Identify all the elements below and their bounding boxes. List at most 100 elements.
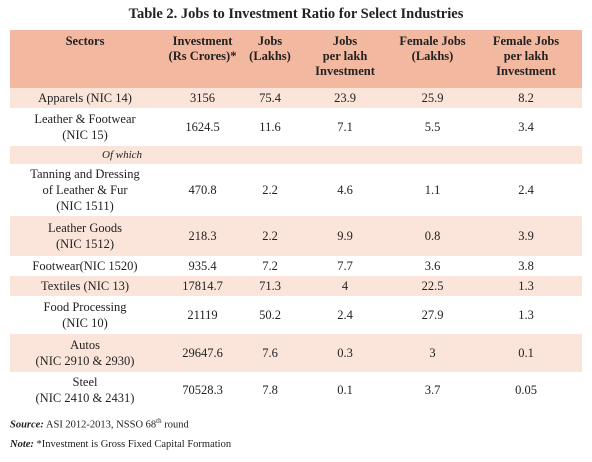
sector-cell: Leather Goods (NIC 1512) [10, 216, 160, 256]
value-cell: 0.3 [295, 334, 395, 372]
table-row: Steel (NIC 2410 & 2431) 70528.3 7.8 0.1 3.7 0.… [10, 372, 582, 408]
value-cell: 0.1 [470, 334, 582, 372]
note-label: Source: [10, 419, 44, 431]
value-cell: 71.3 [245, 276, 295, 296]
value-cell: 22.5 [395, 276, 470, 296]
text-line: Jobs [332, 34, 358, 48]
text-line: Investment [496, 64, 556, 78]
text-line: Investment [172, 34, 233, 48]
note-text: ASI 2012-2013, NSSO 68 [45, 419, 157, 431]
sector-cell: Autos (NIC 2910 & 2930) [10, 334, 160, 372]
table-row: Autos (NIC 2910 & 2930) 29647.6 7.6 0.3 3 0.1 [10, 334, 582, 372]
table-row: Textiles (NIC 13) 17814.7 71.3 4 22.5 1.3 [10, 276, 582, 296]
text-line: (Rs Crores)* [168, 49, 237, 63]
note-sup: th [156, 417, 162, 425]
value-cell: 3 [395, 334, 470, 372]
value-cell: 29647.6 [160, 334, 245, 372]
sector-cell: Apparels (NIC 14) [10, 88, 160, 108]
text-line: (NIC 10) [62, 316, 108, 330]
sector-cell: Footwear(NIC 1520) [10, 256, 160, 276]
sector-cell: Tanning and Dressing of Leather & Fur (NIC… [10, 164, 160, 216]
sector-cell: Of which [10, 146, 582, 164]
value-cell: 0.05 [515, 383, 537, 397]
table-row: Food Processing (NIC 10) 21119 50.2 2.4 27.9 1… [10, 296, 582, 334]
value-cell: 7.8 [262, 383, 278, 397]
value-cell: 75.4 [245, 88, 295, 108]
notes: Source: ASI 2012-2013, NSSO 68th round No… [10, 412, 231, 454]
value-cell: 0.8 [395, 216, 470, 256]
header-cell: Jobs (Lakhs) [245, 30, 295, 88]
value-cell: 23.9 [295, 88, 395, 108]
header-cell: Sectors [10, 30, 160, 88]
text-line: (NIC 2910 & 2930) [35, 354, 135, 368]
table-row: Apparels (NIC 14) 3156 75.4 23.9 25.9 8.2 [10, 88, 582, 108]
text-line: Textiles (NIC 13) [41, 279, 129, 293]
table-row: Leather & Footwear (NIC 15) 1624.5 11.6 7.1 5… [10, 108, 582, 146]
value-cell: 3.9 [470, 216, 582, 256]
note-text: round [161, 419, 189, 431]
text-line: per lakh [322, 49, 368, 63]
text-line: (NIC 1512) [56, 237, 114, 251]
text-line: Autos [70, 338, 100, 352]
table: Sectors Investment (Rs Crores)* Jobs (Lakhs)… [10, 30, 582, 408]
header-cell: Jobs per lakh Investment [295, 30, 395, 88]
text-line: Food Processing [43, 300, 127, 314]
value-cell: 2.4 [337, 308, 353, 322]
sector-cell: Textiles (NIC 13) [10, 276, 160, 296]
value-cell: 1.3 [470, 276, 582, 296]
value-cell: 0.1 [337, 383, 353, 397]
text-line: Female Jobs [492, 34, 560, 48]
header-row: Sectors Investment (Rs Crores)* Jobs (Lakhs)… [10, 30, 582, 88]
table-row: Of which [10, 146, 582, 164]
value-cell: 70528.3 [182, 383, 223, 397]
text-line: Female Jobs [399, 34, 466, 48]
text-line: Leather & Footwear [34, 112, 136, 126]
value-cell: 218.3 [160, 216, 245, 256]
value-cell: 1624.5 [185, 120, 220, 134]
text-line: Sectors [65, 34, 105, 48]
text-line: Leather Goods [48, 221, 122, 235]
value-cell: 4 [295, 276, 395, 296]
value-cell: 2.2 [245, 216, 295, 256]
value-cell: 3156 [160, 88, 245, 108]
value-cell: 3.7 [424, 383, 441, 397]
table-row: Tanning and Dressing of Leather & Fur (NIC… [10, 164, 582, 216]
text-line: Steel [72, 375, 98, 389]
text-line: Investment [315, 64, 375, 78]
note-label: Note: [10, 438, 34, 450]
table-row: Footwear(NIC 1520) 935.4 7.2 7.7 3.6 3.8 [10, 256, 582, 276]
sector-cell: Leather & Footwear (NIC 15) [10, 108, 160, 146]
value-cell: 7.1 [337, 120, 353, 134]
header-cell: Female Jobs per lakh Investment [470, 30, 582, 88]
text-line: (NIC 15) [62, 128, 108, 142]
value-cell: 25.9 [395, 88, 470, 108]
text-line: Footwear(NIC 1520) [32, 259, 138, 273]
value-cell: 27.9 [421, 308, 444, 322]
value-cell: 17814.7 [160, 276, 245, 296]
value-cell: 1.3 [518, 308, 534, 322]
note: Source: ASI 2012-2013, NSSO 68th round [10, 412, 231, 435]
value-cell: 3.4 [518, 120, 534, 134]
value-cell: 470.8 [188, 183, 217, 197]
value-cell: 1.1 [424, 183, 441, 197]
value-cell: 7.6 [245, 334, 295, 372]
value-cell: 8.2 [470, 88, 582, 108]
value-cell: 9.9 [295, 216, 395, 256]
title: Table 2. Jobs to Investment Ratio for Se… [128, 6, 464, 22]
value-cell: 11.6 [259, 120, 281, 134]
text-line: (Lakhs) [411, 49, 454, 63]
value-cell: 4.6 [337, 183, 353, 197]
value-cell: 21119 [187, 308, 218, 322]
table-row: Leather Goods (NIC 1512) 218.3 2.2 9.9 0.8 3.9 [10, 216, 582, 256]
text-line: (NIC 1511) [56, 199, 114, 213]
header-cell: Investment (Rs Crores)* [160, 30, 245, 88]
header-cell: Female Jobs (Lakhs) [395, 30, 470, 88]
value-cell: 2.2 [262, 183, 278, 197]
text-line: Of which [102, 149, 143, 161]
value-cell: 3.6 [424, 259, 441, 273]
value-cell: 2.4 [518, 183, 534, 197]
value-cell: 50.2 [259, 308, 281, 322]
text-line: Apparels (NIC 14) [38, 91, 132, 105]
text-line: (NIC 2410 & 2431) [35, 391, 135, 405]
value-cell: 5.5 [424, 120, 441, 134]
